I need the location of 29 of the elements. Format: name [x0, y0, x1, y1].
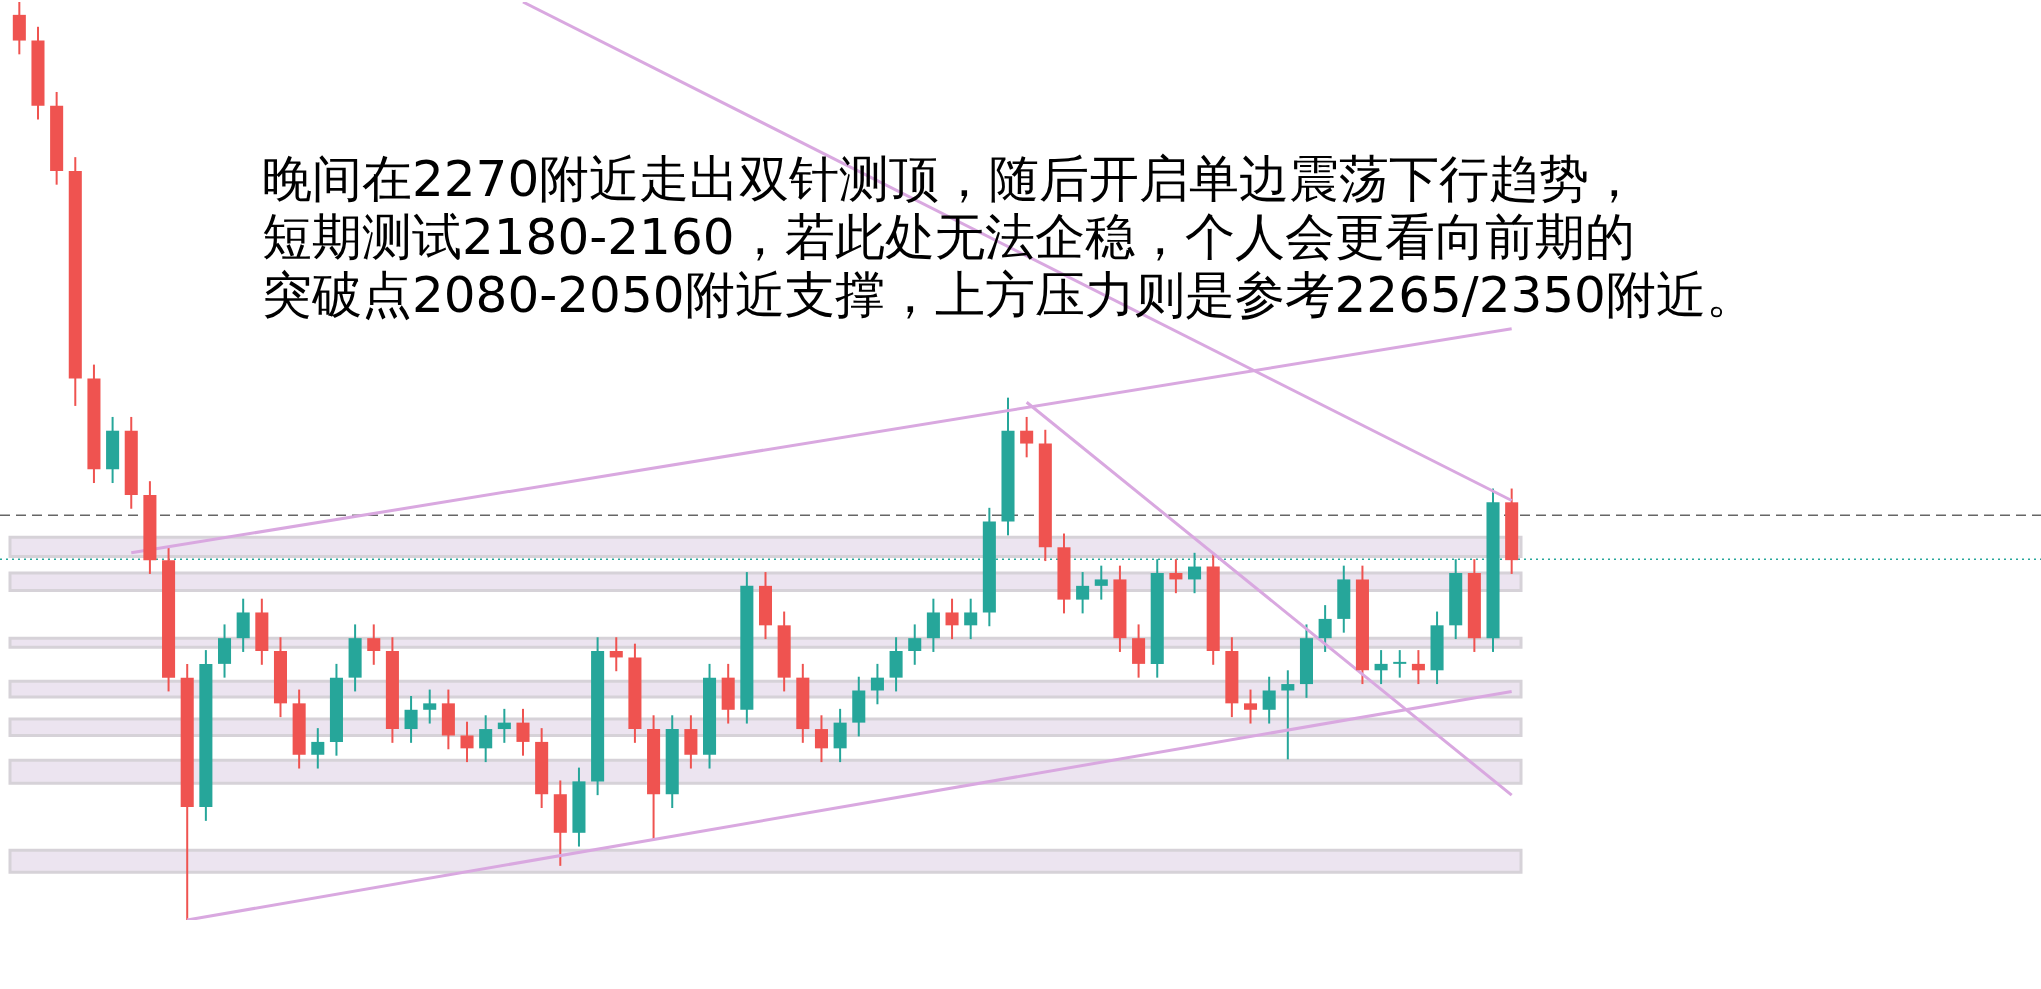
- candlestick: [1188, 551, 1202, 595]
- candlestick: [870, 662, 884, 706]
- annotation: 突破点2080-2050附近支撑，上方压力则是参考2265/2350附近。: [262, 266, 1756, 324]
- candlestick: [609, 636, 623, 673]
- candlestick: [1318, 604, 1332, 653]
- candlestick: [479, 714, 493, 764]
- candlestick: [1243, 688, 1258, 725]
- candlestick: [1020, 415, 1034, 459]
- candlestick: [945, 597, 959, 641]
- candlestick: [908, 623, 922, 666]
- candlestick: [964, 597, 978, 641]
- candlestick: [516, 707, 530, 757]
- candlestick: [1169, 558, 1183, 595]
- annotation: 晚间在2270附近走出双针测顶，随后开启单边震荡下行趋势，: [262, 150, 1641, 208]
- candlestick: [1393, 649, 1407, 679]
- candlestick: [1411, 649, 1425, 686]
- candlestick: [311, 727, 325, 770]
- candlestick: [460, 720, 474, 764]
- candlestick: [1076, 571, 1090, 615]
- candlestick: [1094, 564, 1108, 601]
- candlestick: [404, 695, 418, 744]
- candlestick: [814, 714, 828, 764]
- candlestick: [423, 688, 437, 725]
- candlestick: [1374, 649, 1388, 686]
- candlestick: [497, 707, 511, 744]
- candlestick: [1281, 669, 1295, 761]
- candlestick: [367, 623, 381, 666]
- annotation: 短期测试2180-2160，若此处无法企稳，个人会更看向前期的: [262, 208, 1636, 266]
- candlestick: [1262, 675, 1276, 725]
